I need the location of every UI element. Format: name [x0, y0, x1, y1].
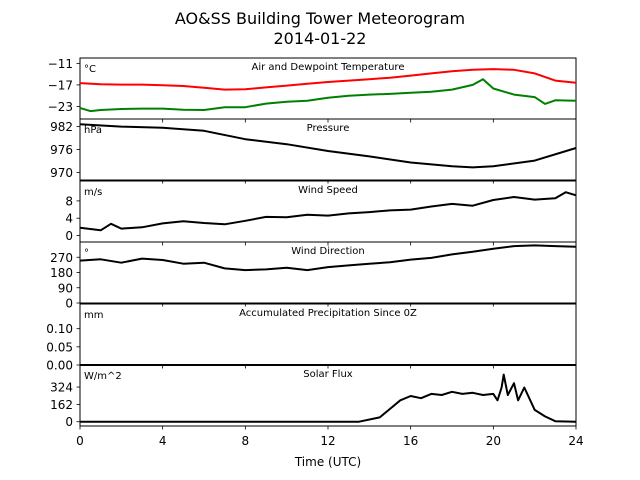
y-tick-label-precipitation: 0.10: [46, 322, 73, 336]
panel-title-temperature: Air and Dewpoint Temperature: [252, 62, 405, 73]
panel-title-precipitation: Accumulated Precipitation Since 0Z: [239, 308, 417, 319]
y-tick-label-wind_direction: 270: [50, 251, 73, 265]
panel-title-pressure: Pressure: [307, 123, 350, 134]
y-tick-label-pressure: 976: [50, 143, 73, 157]
panel-unit-temperature: °C: [84, 64, 96, 75]
figure-title: AO&SS Building Tower Meteorogram: [175, 9, 465, 28]
panel-title-wind_speed: Wind Speed: [298, 185, 358, 196]
panel-solar_flux: 324 162 0 W/m^2 Solar Flux: [50, 364, 577, 430]
panel-unit-wind_direction: °: [84, 248, 89, 259]
y-tick-label-pressure: 982: [50, 120, 73, 134]
x-tick-label: 20: [486, 434, 501, 448]
y-tick-label-wind_direction: 0: [65, 297, 73, 311]
panel-unit-pressure: hPa: [84, 125, 102, 136]
y-tick-label-wind_direction: 90: [58, 281, 73, 295]
y-tick-label-solar_flux: 0: [65, 415, 73, 429]
y-tick-label-solar_flux: 324: [50, 381, 73, 395]
x-tick-label: 12: [320, 434, 335, 448]
series-line-air: [79, 68, 577, 91]
x-tick-label: 16: [403, 434, 418, 448]
series-line-pressure: [79, 123, 577, 169]
y-tick-label-wind_speed: 4: [65, 212, 73, 226]
y-tick-label-temperature: −11: [48, 57, 73, 71]
x-axis-label: Time (UTC): [294, 455, 361, 469]
y-tick-label-solar_flux: 162: [50, 398, 73, 412]
y-tick-label-wind_direction: 180: [50, 266, 73, 280]
y-tick-label-temperature: −23: [48, 100, 73, 114]
figure-subtitle: 2014-01-22: [274, 29, 367, 48]
x-tick-label: 4: [159, 434, 167, 448]
panel-title-solar_flux: Solar Flux: [303, 369, 353, 380]
y-tick-label-wind_speed: 8: [65, 194, 73, 208]
series-line-dewpoint: [79, 78, 577, 113]
panel-unit-solar_flux: W/m^2: [84, 371, 122, 382]
panels-group: −11 −17 −23 °C Air and Dewpoint Temperature 9…: [46, 57, 577, 430]
y-tick-label-pressure: 970: [50, 166, 73, 180]
series-line-wind_speed: [79, 191, 577, 232]
x-axis: 0 4 8 12 16 20 24: [76, 434, 583, 448]
y-tick-label-precipitation: 0.05: [46, 340, 73, 354]
series-line-wind_direction: [79, 244, 577, 272]
panel-unit-precipitation: mm: [84, 310, 103, 321]
panel-title-wind_direction: Wind Direction: [291, 246, 365, 257]
y-tick-label-precipitation: 0.00: [46, 359, 73, 373]
y-tick-label-temperature: −17: [48, 78, 73, 92]
x-tick-label: 8: [242, 434, 250, 448]
x-tick-label: 0: [76, 434, 84, 448]
series-line-solar_flux: [80, 373, 577, 423]
y-tick-label-wind_speed: 0: [65, 229, 73, 243]
x-tick-label: 24: [568, 434, 583, 448]
panel-temperature: −11 −17 −23 °C Air and Dewpoint Temperature: [48, 57, 577, 123]
panel-pressure: 982 976 970 hPa Pressure: [50, 118, 577, 184]
panel-unit-wind_speed: m/s: [84, 187, 102, 198]
